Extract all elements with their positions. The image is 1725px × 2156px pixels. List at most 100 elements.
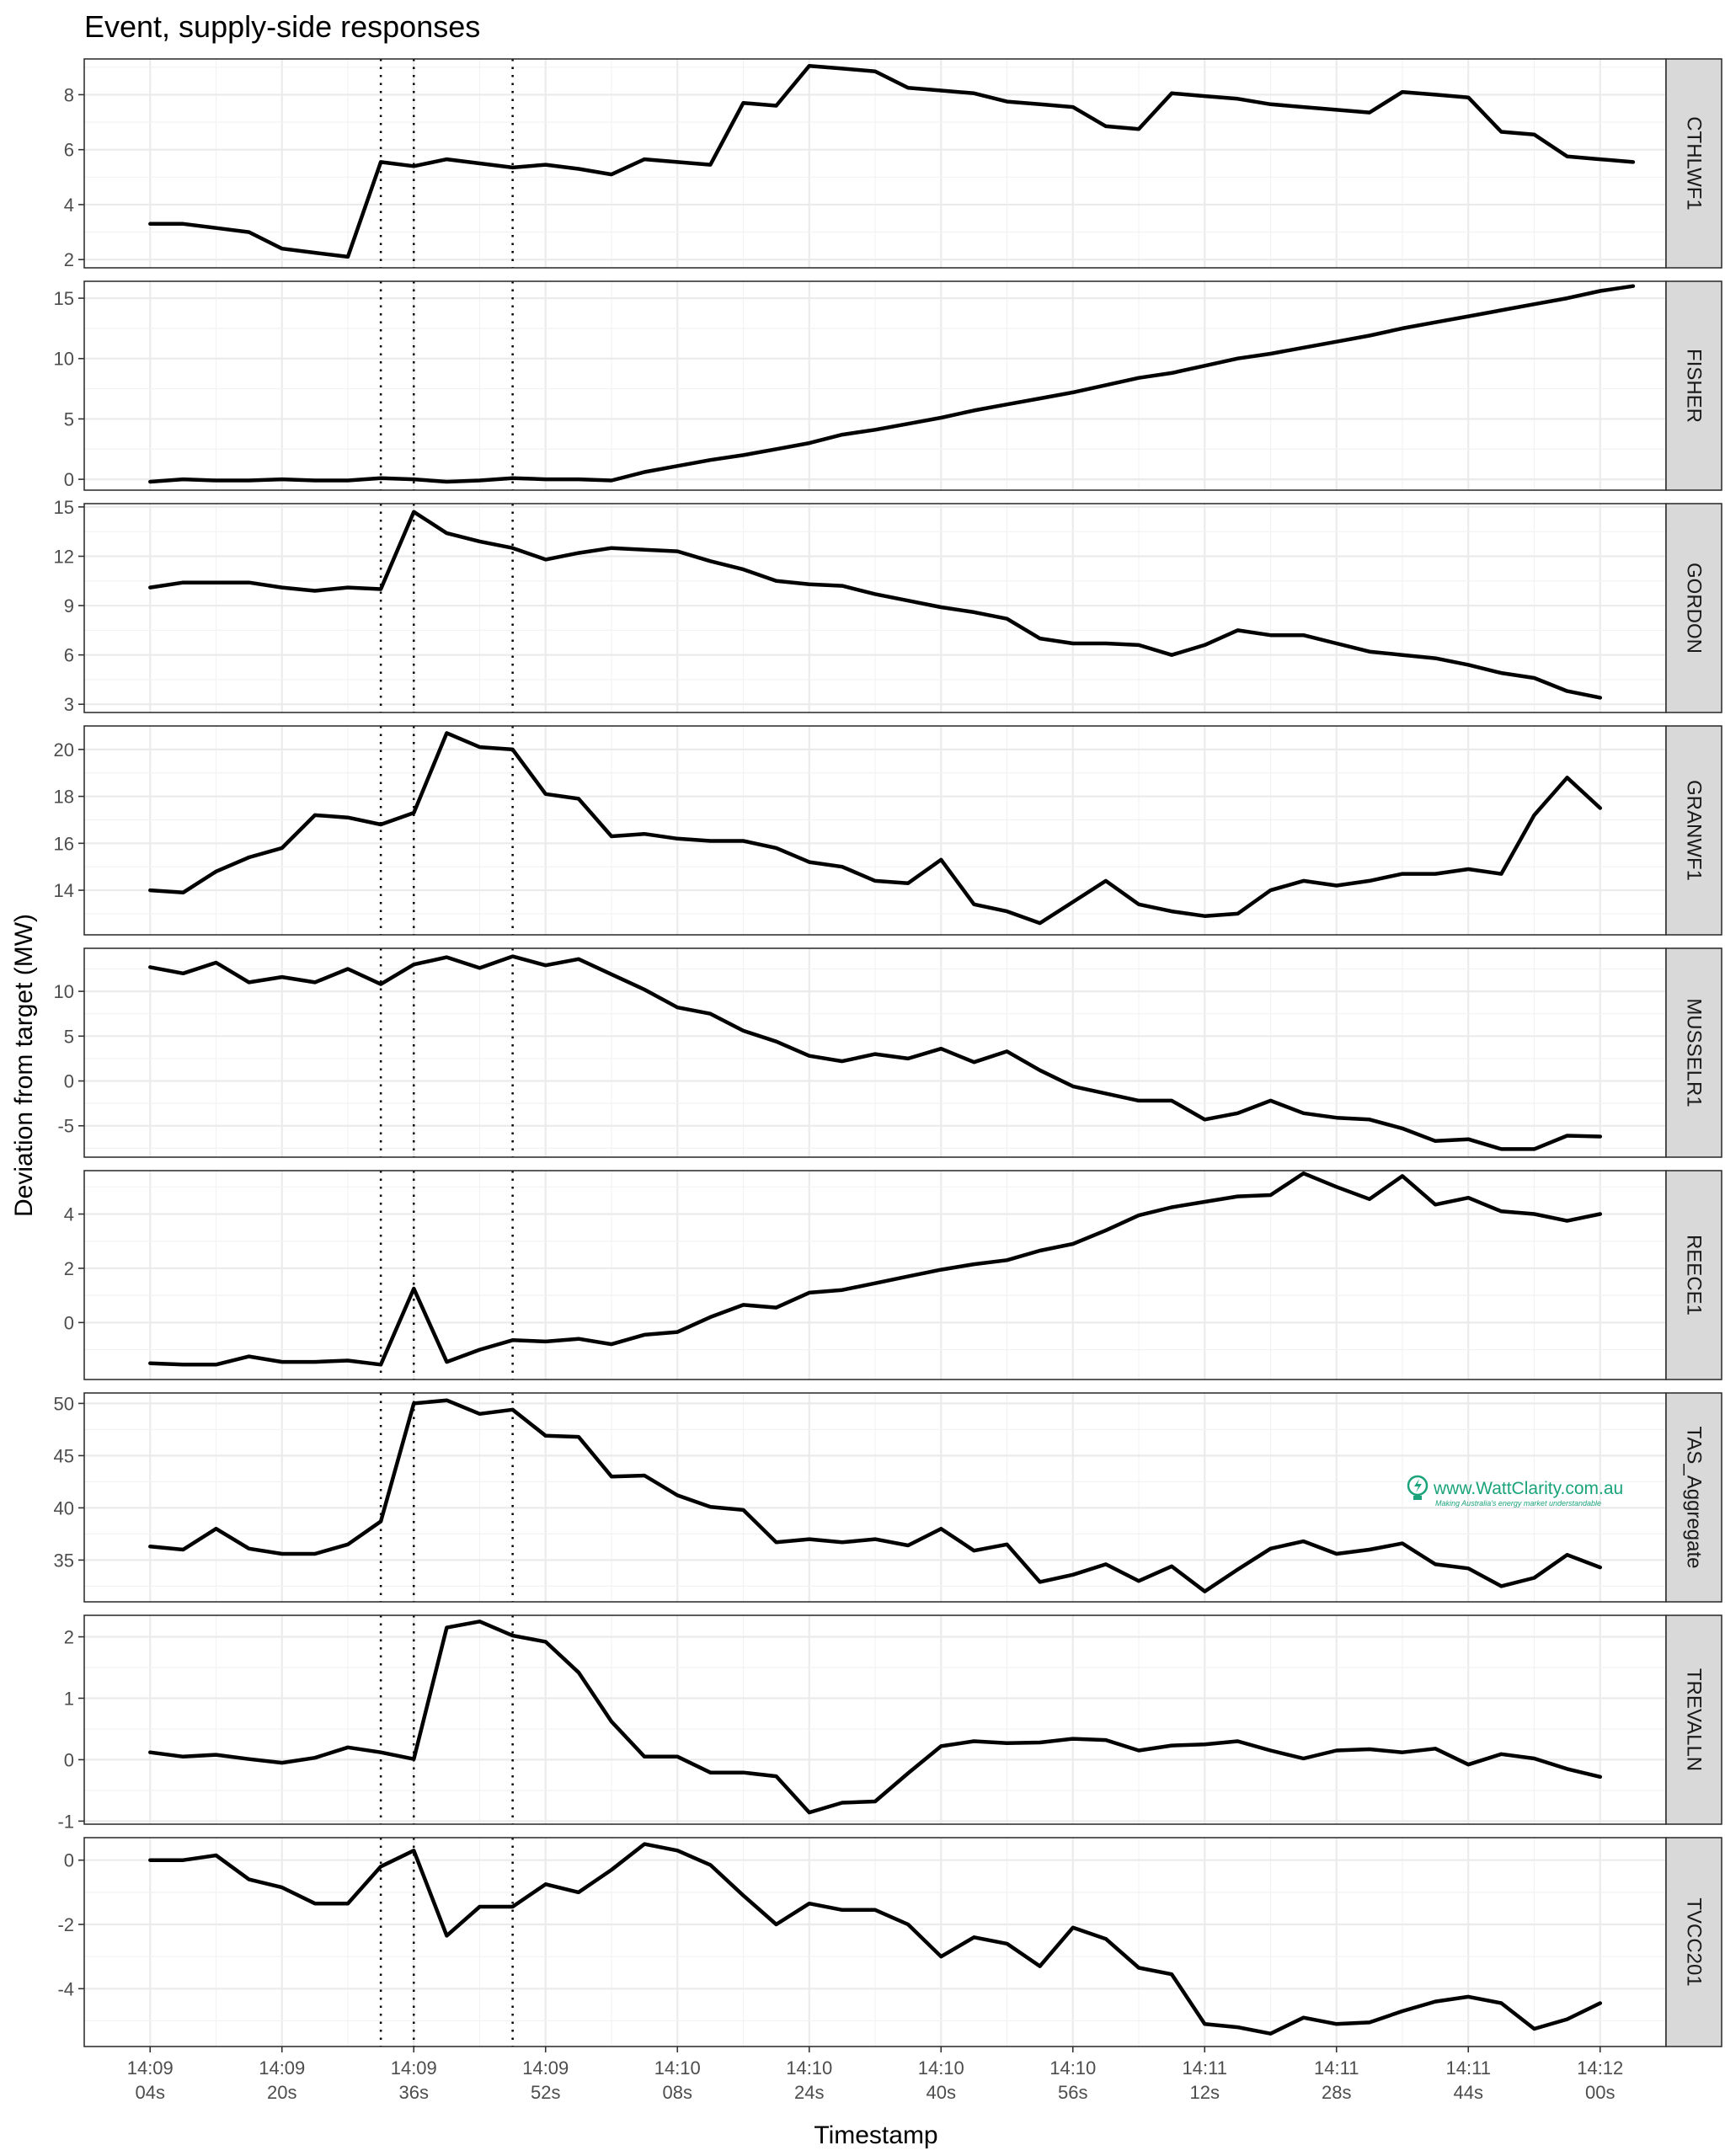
- y-tick-label: 0: [64, 469, 74, 490]
- series-line-cthlwf1: [148, 63, 1636, 259]
- y-tick-label: 16: [54, 833, 74, 854]
- y-tick-label: 3: [64, 694, 74, 715]
- series-line-fisher: [148, 284, 1636, 484]
- y-tick-label: 0: [64, 1312, 74, 1333]
- series-line-gordon: [148, 510, 1603, 700]
- x-tick-label-time: 14:09: [391, 2057, 437, 2079]
- y-tick-label: 0: [64, 1850, 74, 1871]
- x-axis-title: Timestamp: [814, 2121, 937, 2149]
- watermark-tagline: Making Australia's energy market underst…: [1435, 1499, 1601, 1508]
- x-tick-label-seconds: 56s: [1058, 2082, 1087, 2103]
- series-line-tvcc201: [148, 1842, 1603, 2036]
- facet-panel-reece1: 0 2 4 REECE1: [64, 1170, 1722, 1380]
- x-tick-label-time: 14:10: [786, 2057, 832, 2079]
- y-tick-label: 15: [54, 497, 74, 518]
- y-tick-label: -5: [57, 1116, 74, 1137]
- chart-title: Event, supply-side responses: [84, 9, 480, 44]
- x-tick-label-time: 14:11: [1446, 2057, 1491, 2079]
- facet-panels: 2468CTHLWF1051015FISHER3691215GORDON1416…: [54, 58, 1722, 2047]
- y-tick-label: 40: [54, 1497, 74, 1518]
- x-tick-label-time: 14:09: [259, 2057, 305, 2079]
- y-tick-label: 5: [64, 408, 74, 430]
- facet-strip-label: REECE1: [1683, 1235, 1706, 1315]
- y-tick-label: 0: [64, 1071, 74, 1092]
- y-tick-label: 10: [54, 349, 74, 370]
- y-tick-label: 6: [64, 645, 74, 666]
- series-line-musselr1: [148, 954, 1603, 1151]
- facet-strip-label: CTHLWF1: [1683, 116, 1706, 211]
- x-tick-label-time: 14:11: [1314, 2057, 1359, 2079]
- y-tick-label: 45: [54, 1445, 74, 1466]
- y-tick-label: 15: [54, 288, 74, 309]
- facet-strip: [1665, 1392, 1722, 1603]
- x-tick-label-time: 14:10: [918, 2057, 964, 2079]
- y-tick-label: 4: [64, 195, 74, 216]
- facet-strip-label: TVCC201: [1683, 1897, 1706, 1986]
- x-tick-label-time: 14:10: [654, 2057, 701, 2079]
- watermark-text: www.WattClarity.com.au: [1433, 1479, 1623, 1498]
- y-tick-label: 4: [64, 1204, 74, 1225]
- series-line-tas_aggregate: [148, 1398, 1603, 1593]
- x-tick-label-time: 14:09: [127, 2057, 174, 2079]
- facet-strip-label: MUSSELR1: [1683, 998, 1706, 1107]
- y-tick-label: 50: [54, 1393, 74, 1414]
- x-tick-label-time: 14:10: [1049, 2057, 1096, 2079]
- y-tick-label: 1: [64, 1688, 74, 1709]
- facet-strip-label: GRANWF1: [1683, 780, 1706, 881]
- facet-strip-label: TAS_Aggregate: [1683, 1427, 1706, 1569]
- lightbulb-icon: [1407, 1475, 1429, 1497]
- x-tick-label-time: 14:11: [1183, 2057, 1227, 2079]
- y-tick-label: 0: [64, 1749, 74, 1770]
- y-tick-label: 9: [64, 595, 74, 616]
- facet-strip-label: FISHER: [1683, 349, 1706, 423]
- x-tick-label-seconds: 00s: [1585, 2082, 1615, 2103]
- facet-panel-cthlwf1: 2 4 6 8 CTHLWF1: [64, 58, 1722, 270]
- series-line-granwf1: [148, 731, 1603, 926]
- facet-panel-trevalln: -1 0 1 2 TREVALLN: [57, 1614, 1722, 1832]
- watermark-logo: www.WattClarity.com.au Making Australia'…: [1407, 1475, 1623, 1508]
- x-tick-label-seconds: 52s: [531, 2082, 560, 2103]
- facet-strip: [1665, 725, 1722, 936]
- facet-strip: [1665, 947, 1722, 1158]
- y-tick-label: 2: [64, 1258, 74, 1279]
- y-tick-label: 6: [64, 140, 74, 161]
- x-tick-label-seconds: 08s: [663, 2082, 692, 2103]
- y-tick-label: 2: [64, 1627, 74, 1648]
- y-tick-label: -1: [57, 1811, 74, 1832]
- x-tick-label-time: 14:12: [1577, 2057, 1623, 2079]
- y-tick-label: 18: [54, 787, 74, 808]
- y-tick-label: -2: [57, 1914, 74, 1935]
- facet-strip: [1665, 58, 1722, 269]
- x-tick-label-seconds: 44s: [1454, 2082, 1483, 2103]
- x-tick-label-seconds: 12s: [1190, 2082, 1220, 2103]
- series-line-reece1: [148, 1171, 1603, 1367]
- y-axis-title: Deviation from target (MW): [10, 914, 38, 1217]
- facet-strip-label: TREVALLN: [1683, 1668, 1706, 1771]
- facet-panel-gordon: 3 6 9 12 15 GORDON: [54, 497, 1722, 715]
- y-tick-label: 10: [54, 981, 74, 1002]
- x-tick-label-seconds: 36s: [399, 2082, 429, 2103]
- x-tick-label-seconds: 40s: [927, 2082, 956, 2103]
- y-tick-label: 8: [64, 84, 74, 105]
- facet-strip: [1665, 280, 1722, 491]
- x-tick-label-seconds: 28s: [1322, 2082, 1351, 2103]
- y-tick-label: 14: [54, 880, 74, 901]
- x-tick-label-seconds: 24s: [794, 2082, 824, 2103]
- y-tick-label: 35: [54, 1550, 74, 1571]
- facet-strip: [1665, 503, 1722, 713]
- y-tick-label: 12: [54, 546, 74, 567]
- series-line-trevalln: [148, 1620, 1603, 1815]
- x-axis: 14:09 04s 14:09 20s 14:09 36s 14:09 52s 14:10 08s…: [127, 2047, 1623, 2103]
- x-tick-label-seconds: 04s: [136, 2082, 165, 2103]
- facet-panel-tvcc201: -4 -2 0 TVCC201: [57, 1837, 1722, 2047]
- y-tick-label: 2: [64, 249, 74, 270]
- y-tick-label: 20: [54, 739, 74, 760]
- facet-panel-fisher: 0 5 10 15 FISHER: [54, 280, 1722, 491]
- facet-strip: [1665, 1170, 1722, 1380]
- facet-strip-label: GORDON: [1683, 563, 1706, 654]
- y-tick-label: 5: [64, 1026, 74, 1047]
- facet-panel-musselr1: -5 0 5 10 MUSSELR1: [54, 947, 1722, 1158]
- y-tick-label: -4: [57, 1978, 74, 1999]
- x-tick-label-time: 14:09: [522, 2057, 569, 2079]
